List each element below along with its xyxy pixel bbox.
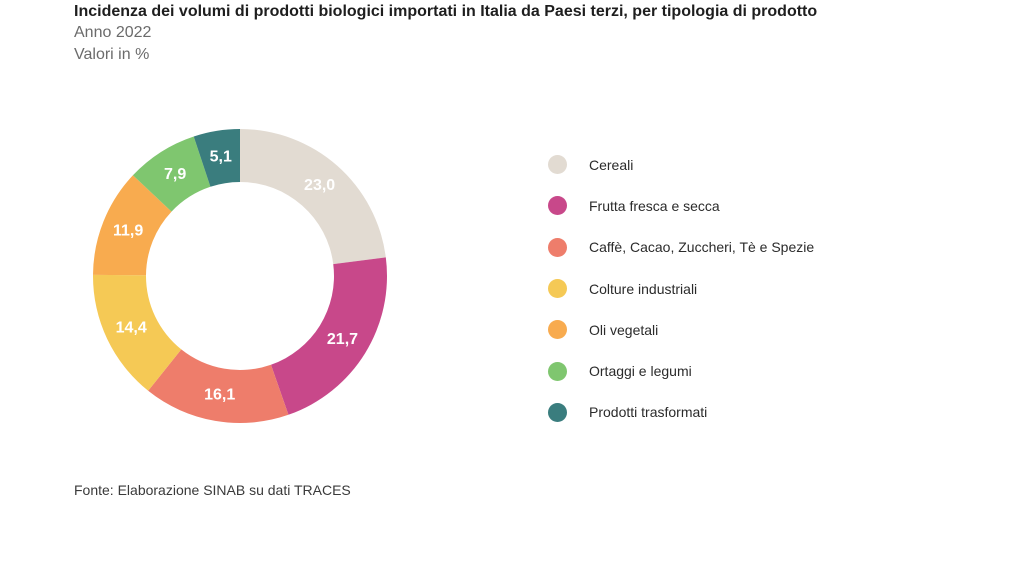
legend-item: Oli vegetali xyxy=(548,309,814,350)
legend-swatch xyxy=(548,320,567,340)
donut-slice xyxy=(148,349,289,423)
legend-label: Cereali xyxy=(589,156,634,173)
chart-legend: Cereali Frutta fresca e secca Caffè, Cacao… xyxy=(548,144,814,433)
legend-swatch xyxy=(548,361,567,381)
legend-label: Frutta fresca e secca xyxy=(589,197,720,214)
donut-slice xyxy=(132,136,211,212)
legend-item: Cereali xyxy=(548,144,814,185)
legend-swatch xyxy=(548,196,567,216)
legend-item: Colture industriali xyxy=(548,268,814,309)
legend-swatch xyxy=(548,402,567,422)
legend-label: Colture industriali xyxy=(589,280,698,297)
legend-swatch xyxy=(548,155,567,175)
legend-label: Prodotti trasformati xyxy=(589,404,708,421)
donut-slice xyxy=(240,129,386,265)
slice-value-label: 5,1 xyxy=(210,149,232,166)
chart-units: Valori in % xyxy=(74,46,150,63)
donut-slice xyxy=(270,257,387,415)
chart-subtitle: Anno 2022 xyxy=(74,24,152,41)
slice-value-label: 16,1 xyxy=(204,386,235,403)
slice-value-label: 7,9 xyxy=(164,166,186,183)
legend-label: Caffè, Cacao, Zuccheri, Tè e Spezie xyxy=(589,239,815,256)
donut-slice xyxy=(93,175,172,276)
donut-slice xyxy=(92,274,182,391)
slice-value-label: 21,7 xyxy=(327,331,358,348)
legend-item: Prodotti trasformati xyxy=(548,392,814,433)
slice-value-label: 11,9 xyxy=(113,223,143,240)
legend-label: Ortaggi e legumi xyxy=(589,363,692,380)
slice-value-label: 14,4 xyxy=(116,319,147,336)
donut-chart: 23,0 21,7 16,1 14,4 11,9 7,9 5,1 xyxy=(92,129,387,423)
legend-item: Frutta fresca e secca xyxy=(548,185,814,226)
legend-label: Oli vegetali xyxy=(589,321,659,338)
legend-item: Ortaggi e legumi xyxy=(548,350,814,391)
slice-value-label: 23,0 xyxy=(304,177,335,194)
donut-slice xyxy=(193,129,240,187)
source-note: Fonte: Elaborazione SINAB su dati TRACES xyxy=(74,482,351,498)
legend-item: Caffè, Cacao, Zuccheri, Tè e Spezie xyxy=(548,227,814,268)
chart-title: Incidenza dei volumi di prodotti biologi… xyxy=(74,3,818,20)
legend-swatch xyxy=(548,279,567,299)
legend-swatch xyxy=(548,237,567,257)
